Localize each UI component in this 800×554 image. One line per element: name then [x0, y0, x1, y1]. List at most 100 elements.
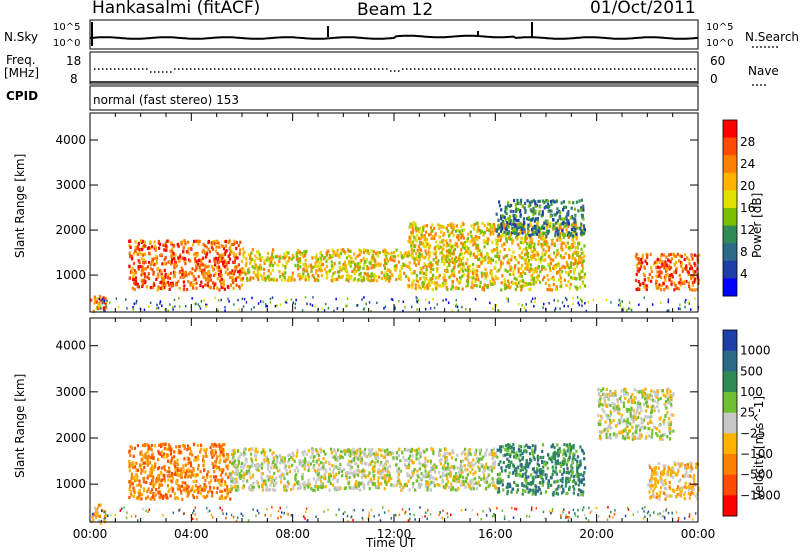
echo-cell: [196, 495, 199, 499]
echo-cell: [144, 252, 147, 256]
echo-cell: [520, 198, 523, 202]
echo-cell: [467, 251, 470, 255]
echo-cell: [462, 483, 465, 487]
echo-cell: [442, 253, 445, 258]
echo-cell: [459, 236, 463, 240]
echo-cell: [667, 298, 670, 301]
echo-cell: [576, 466, 579, 470]
echo-cell: [371, 459, 374, 463]
echo-cell: [202, 248, 205, 252]
echo-cell: [496, 269, 499, 273]
echo-cell: [505, 211, 508, 216]
echo-cell: [428, 254, 431, 258]
echo-cell: [221, 244, 224, 248]
echo-cell: [656, 257, 659, 261]
echo-cell: [242, 473, 245, 478]
echo-cell: [402, 262, 405, 266]
echo-cell: [189, 475, 192, 479]
echo-cell: [503, 215, 506, 219]
echo-cell: [162, 455, 165, 459]
echo-cell: [511, 240, 514, 244]
echo-cell: [360, 258, 363, 263]
echo-cell: [538, 210, 541, 214]
echo-cell: [579, 260, 582, 265]
echo-cell: [355, 455, 358, 459]
echo-cell: [96, 297, 99, 301]
echo-cell: [560, 280, 563, 284]
echo-cell: [513, 214, 516, 218]
echo-cell: [183, 446, 186, 451]
echo-cell: [536, 218, 539, 222]
echo-cell: [196, 443, 199, 448]
echo-cell: [199, 307, 202, 310]
echo-cell: [302, 453, 305, 457]
echo-cell: [486, 476, 489, 480]
echo-cell: [483, 283, 486, 287]
echo-cell: [579, 208, 583, 212]
echo-cell: [464, 480, 467, 484]
echo-cell: [295, 473, 298, 477]
echo-cell: [592, 298, 594, 302]
echo-cell: [296, 267, 300, 271]
echo-cell: [315, 260, 318, 264]
echo-cell: [209, 274, 213, 278]
echo-cell: [297, 469, 300, 473]
echo-cell: [495, 212, 498, 216]
echo-cell: [552, 199, 555, 203]
echo-cell: [494, 484, 497, 488]
echo-cell: [269, 272, 272, 276]
echo-cell: [180, 451, 183, 455]
echo-cell: [366, 277, 370, 281]
echo-cell: [336, 465, 339, 469]
echo-cell: [465, 245, 468, 249]
echo-cell: [404, 251, 407, 255]
echo-cell: [160, 444, 163, 448]
echo-cell: [444, 458, 447, 462]
echo-cell: [490, 449, 494, 453]
echo-cell: [641, 253, 644, 257]
echo-cell: [291, 457, 294, 461]
echo-cell: [427, 483, 430, 487]
echo-cell: [566, 241, 569, 245]
echo-cell: [155, 261, 158, 265]
echo-cell: [129, 245, 132, 249]
echo-cell: [207, 264, 211, 268]
echo-cell: [187, 280, 190, 284]
echo-cell: [202, 242, 205, 247]
echo-cell: [293, 459, 296, 463]
echo-cell: [425, 448, 428, 452]
echo-cell: [332, 265, 335, 269]
echo-cell: [128, 480, 131, 484]
echo-cell: [178, 255, 181, 259]
echo-cell: [470, 236, 474, 240]
echo-cell: [179, 276, 182, 280]
echo-cell: [650, 269, 653, 273]
echo-cell: [205, 251, 208, 255]
echo-cell: [429, 307, 432, 310]
echo-cell: [204, 250, 207, 254]
echo-cell: [191, 267, 194, 271]
echo-cell: [270, 480, 273, 484]
echo-cell: [254, 447, 257, 451]
echo-cell: [415, 226, 418, 230]
echo-cell: [669, 260, 672, 264]
echo-cell: [388, 268, 391, 273]
echo-cell: [170, 479, 173, 483]
echo-cell: [541, 460, 544, 465]
echo-cell: [275, 278, 278, 282]
echo-cell: [434, 252, 437, 256]
echo-cell: [324, 460, 327, 464]
echo-cell: [495, 304, 497, 307]
echo-cell: [137, 241, 141, 246]
echo-cell: [457, 487, 460, 491]
echo-cell: [501, 469, 504, 473]
echo-cell: [489, 232, 492, 237]
echo-cell: [170, 252, 173, 256]
echo-cell: [691, 288, 694, 292]
echo-cell: [500, 208, 503, 212]
echo-cell: [161, 287, 164, 291]
echo-cell: [209, 485, 212, 489]
echo-cell: [685, 267, 688, 271]
echo-cell: [658, 283, 661, 287]
echo-cell: [269, 488, 272, 492]
